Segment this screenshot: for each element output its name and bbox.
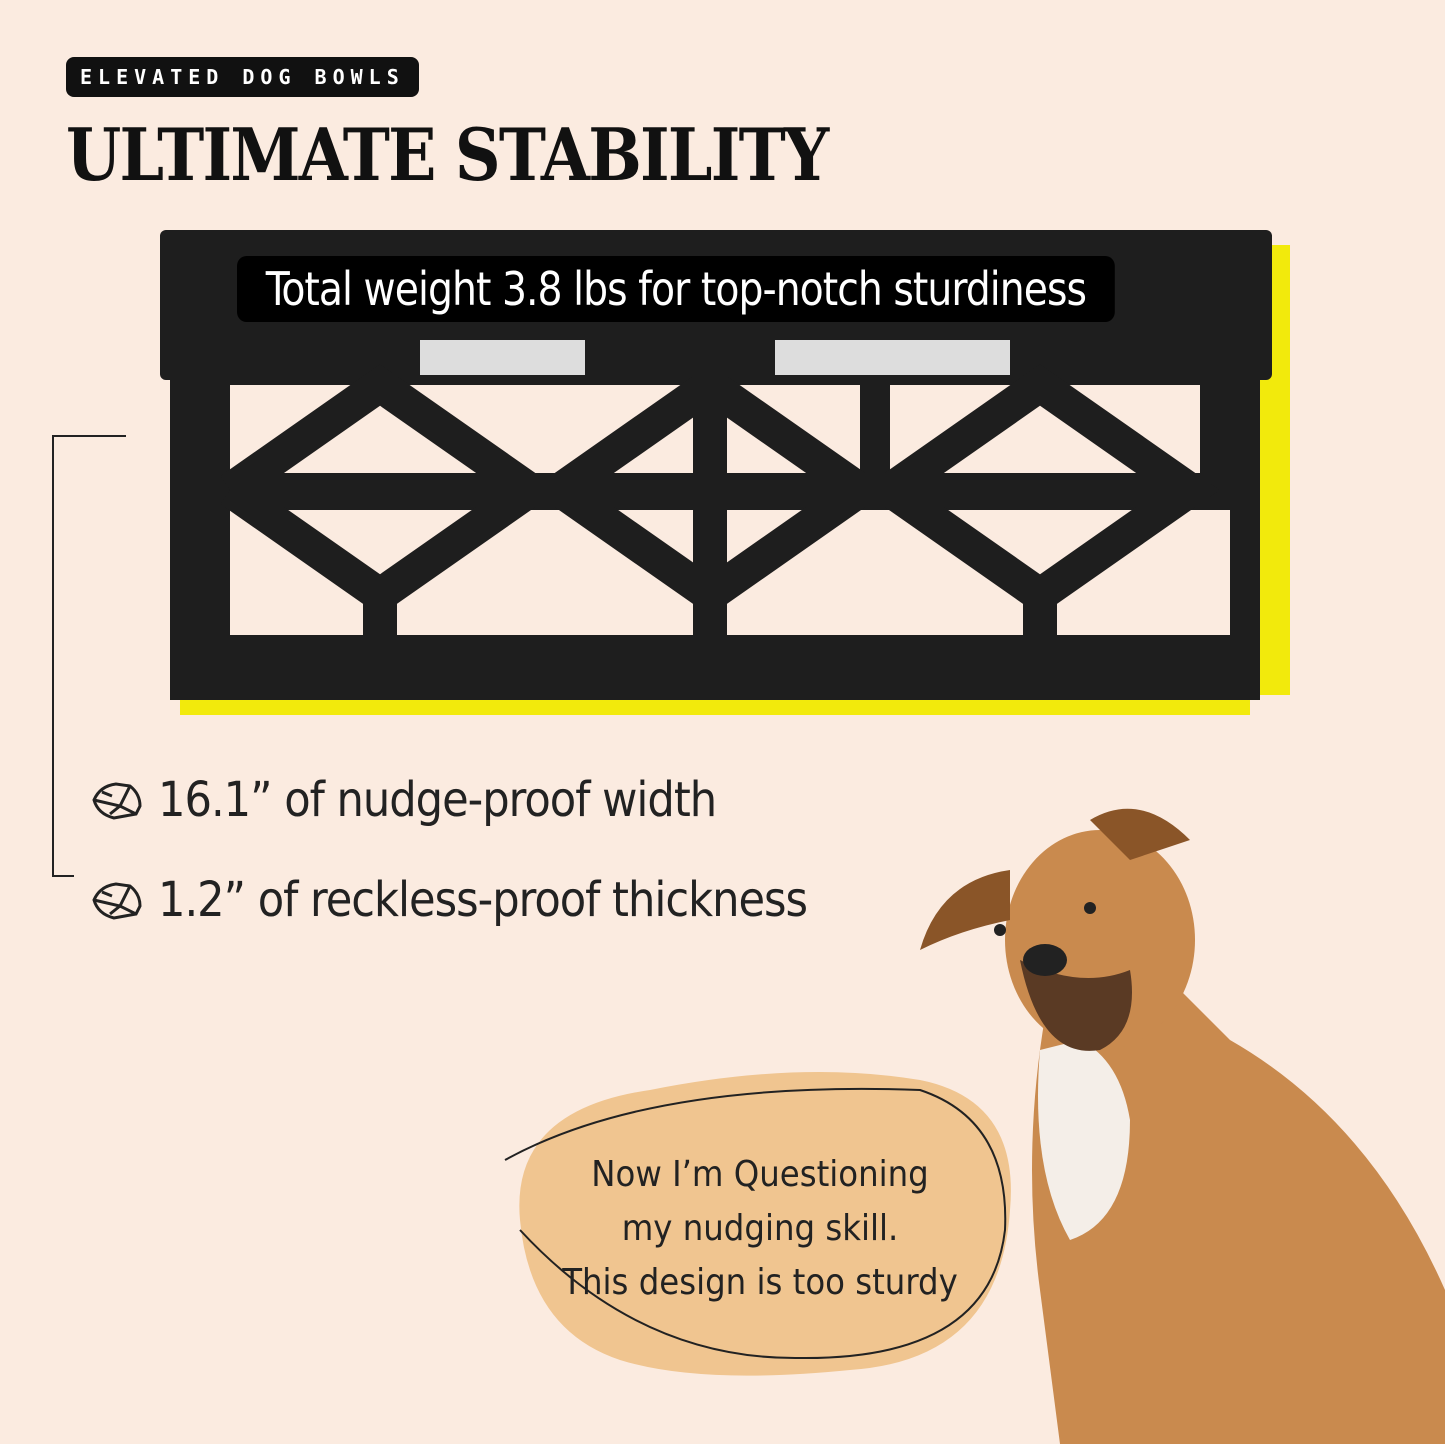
bubble-text: Now I’m Questioning my nudging skill. Th… xyxy=(560,1148,960,1310)
category-badge: ELEVATED DOG BOWLS xyxy=(66,57,419,97)
speech-bubble xyxy=(504,1072,1011,1376)
bubble-line: my nudging skill. xyxy=(621,1208,899,1249)
weight-caption: Total weight 3.8 lbs for top-notch sturd… xyxy=(237,256,1115,322)
feature-width: 16.1” of nudge-proof width xyxy=(90,772,717,828)
dimension-bracket xyxy=(52,435,126,877)
page-title: ULTIMATE STABILITY xyxy=(66,112,829,197)
bubble-line: Now I’m Questioning xyxy=(591,1154,929,1195)
feature-text: 1.2” of reckless-proof thickness xyxy=(158,872,808,928)
dog-bowl-stand-image xyxy=(160,230,1290,715)
feature-text: 16.1” of nudge-proof width xyxy=(158,772,717,828)
bubble-line: This design is too sturdy xyxy=(562,1262,958,1303)
dog-photo xyxy=(920,808,1445,1444)
rock-icon xyxy=(92,782,142,820)
feature-thickness: 1.2” of reckless-proof thickness xyxy=(90,872,808,928)
rock-icon xyxy=(92,882,142,920)
